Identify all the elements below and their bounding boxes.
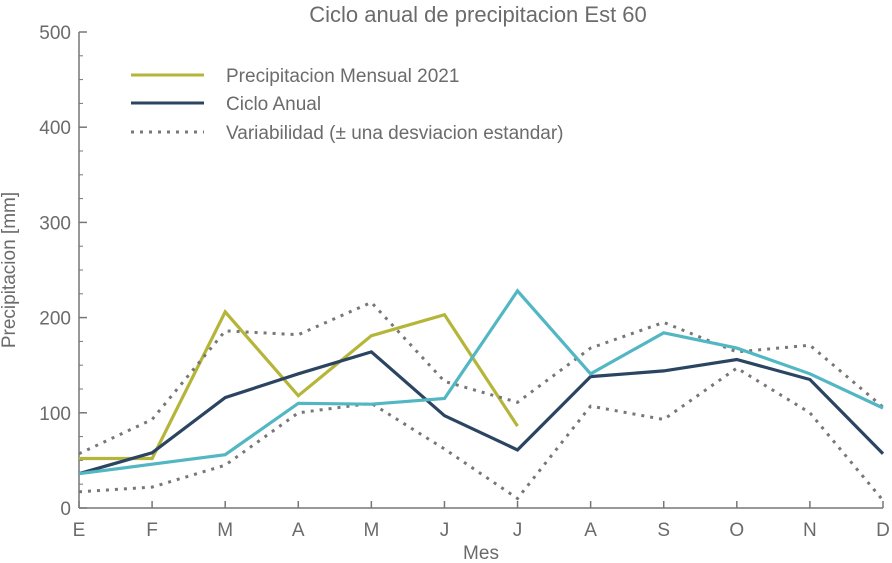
x-tick-label: A <box>584 520 597 541</box>
x-tick-label: E <box>73 520 86 541</box>
series-line-3 <box>78 300 884 456</box>
legend: Precipitacion Mensual 2021 Ciclo Anual Var… <box>131 66 564 144</box>
x-axis-label: Mes <box>463 543 499 563</box>
series-line-5 <box>78 288 884 476</box>
x-tick-label: A <box>292 520 305 541</box>
x-tick-label: J <box>513 520 523 541</box>
y-tick-label: 300 <box>39 213 71 234</box>
legend-label-2: Ciclo Anual <box>226 94 321 115</box>
x-tick-label: F <box>146 520 158 541</box>
x-tick-label: M <box>217 520 233 541</box>
chart-title: Ciclo anual de precipitacion Est 60 <box>309 2 647 27</box>
series-line-4 <box>78 366 885 502</box>
axes: 0 100 200 300 400 500 E F M A M J J A S O N D <box>39 23 890 541</box>
y-tick-label: 200 <box>39 309 71 330</box>
y-axis-label: Precipitacion [mm] <box>0 192 20 348</box>
x-tick-label: N <box>803 520 817 541</box>
y-tick-label: 100 <box>39 404 71 425</box>
series-line-1 <box>79 309 519 461</box>
x-tick-label: D <box>876 520 890 541</box>
y-tick-label: 500 <box>39 23 71 44</box>
y-tick-label: 0 <box>60 499 71 520</box>
legend-label-1: Precipitacion Mensual 2021 <box>226 66 459 87</box>
series-layer <box>78 288 885 502</box>
x-tick-label: M <box>363 520 379 541</box>
x-tick-label: S <box>657 520 670 541</box>
x-tick-label: J <box>440 520 450 541</box>
y-tick-label: 400 <box>39 118 71 139</box>
legend-label-3: Variabilidad (± una desviacion estandar) <box>226 123 564 144</box>
series-line-2 <box>78 350 885 476</box>
x-tick-label: O <box>729 520 744 541</box>
